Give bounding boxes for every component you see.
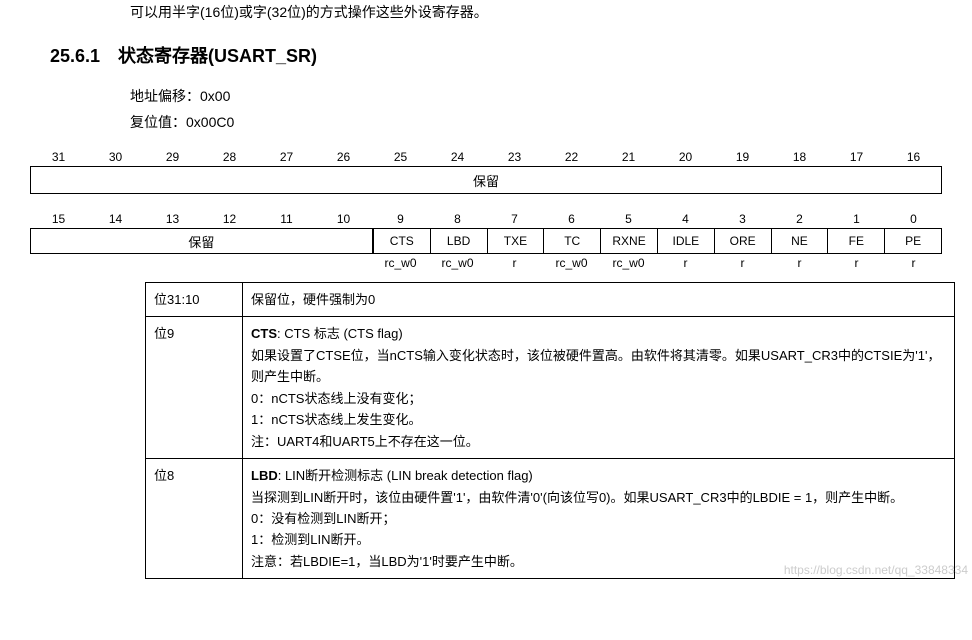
bit-number: 16 [885,150,942,164]
access-type: rc_w0 [543,256,600,270]
addr-offset-label: 地址偏移： [130,88,200,104]
access-type: r [828,256,885,270]
bit-number: 24 [429,150,486,164]
reserved-row-low: 保留 [30,228,373,254]
access-type: r [486,256,543,270]
addr-offset-line: 地址偏移：0x00 [130,86,942,106]
bit-field: PE [884,229,941,253]
reset-label: 复位值： [130,114,186,130]
access-type: r [657,256,714,270]
addr-offset-value: 0x00 [200,88,230,104]
bit-number: 10 [315,212,372,226]
bit-number: 2 [771,212,828,226]
access-type: r [885,256,942,270]
bit-field: NE [771,229,828,253]
access-type: r [771,256,828,270]
bit-range: 位9 [146,317,243,459]
bit-description-table: 位31:10保留位，硬件强制为0位9CTS: CTS 标志 (CTS flag)… [145,282,955,579]
access-type: r [714,256,771,270]
bit-description: 保留位，硬件强制为0 [243,283,955,317]
access-type: rc_w0 [600,256,657,270]
bit-number: 21 [600,150,657,164]
bit-field: ORE [714,229,771,253]
bit-fields-low: CTSLBDTXETCRXNEIDLEORENEFEPE [373,228,942,254]
access-type: rc_w0 [429,256,486,270]
bit-field: IDLE [657,229,714,253]
access-row-low: rc_w0rc_w0rrc_w0rc_w0rrrrr [30,256,942,270]
register-diagram-high: 31302928272625242322212019181716 保留 [30,150,942,194]
bit-number: 31 [30,150,87,164]
intro-text: 可以用半字(16位)或字(32位)的方式操作这些外设寄存器。 [130,2,942,22]
bit-number: 13 [144,212,201,226]
fields-row-low: 保留 CTSLBDTXETCRXNEIDLEORENEFEPE [30,228,942,254]
bit-number: 5 [600,212,657,226]
bit-number: 20 [657,150,714,164]
bit-number: 19 [714,150,771,164]
register-diagram-low: 1514131211109876543210 保留 CTSLBDTXETCRXN… [30,212,942,270]
reset-value: 0x00C0 [186,114,234,130]
bit-number: 1 [828,212,885,226]
bit-number: 27 [258,150,315,164]
bit-number: 18 [771,150,828,164]
bit-field: CTS [373,229,430,253]
bit-description: CTS: CTS 标志 (CTS flag)如果设置了CTSE位，当nCTS输入… [243,317,955,459]
bit-number: 25 [372,150,429,164]
bit-number: 8 [429,212,486,226]
bit-range: 位31:10 [146,283,243,317]
reserved-row-high: 保留 [30,166,942,194]
bit-field: TC [543,229,600,253]
bit-number: 9 [372,212,429,226]
bit-number: 12 [201,212,258,226]
bit-field: RXNE [600,229,657,253]
section-heading: 25.6.1 状态寄存器(USART_SR) [50,42,942,68]
bit-number: 15 [30,212,87,226]
bit-number: 22 [543,150,600,164]
access-type: rc_w0 [372,256,429,270]
bit-field: TXE [487,229,544,253]
bit-number: 26 [315,150,372,164]
bit-field: LBD [430,229,487,253]
bit-number: 30 [87,150,144,164]
bit-field: FE [827,229,884,253]
bit-number: 6 [543,212,600,226]
bit-description: LBD: LIN断开检测标志 (LIN break detection flag… [243,459,955,579]
bit-number: 17 [828,150,885,164]
bit-number: 7 [486,212,543,226]
bit-numbers-high: 31302928272625242322212019181716 [30,150,942,164]
bit-number: 0 [885,212,942,226]
section-number: 25.6.1 [50,46,100,66]
bit-number: 28 [201,150,258,164]
reset-value-line: 复位值：0x00C0 [130,112,942,132]
bit-number: 4 [657,212,714,226]
section-title-text: 状态寄存器(USART_SR) [118,46,317,66]
bit-numbers-low: 1514131211109876543210 [30,212,942,226]
watermark: https://blog.csdn.net/qq_33848334 [784,563,968,577]
bit-number: 3 [714,212,771,226]
bit-number: 14 [87,212,144,226]
bit-number: 23 [486,150,543,164]
bit-number: 11 [258,212,315,226]
bit-number: 29 [144,150,201,164]
bit-range: 位8 [146,459,243,579]
